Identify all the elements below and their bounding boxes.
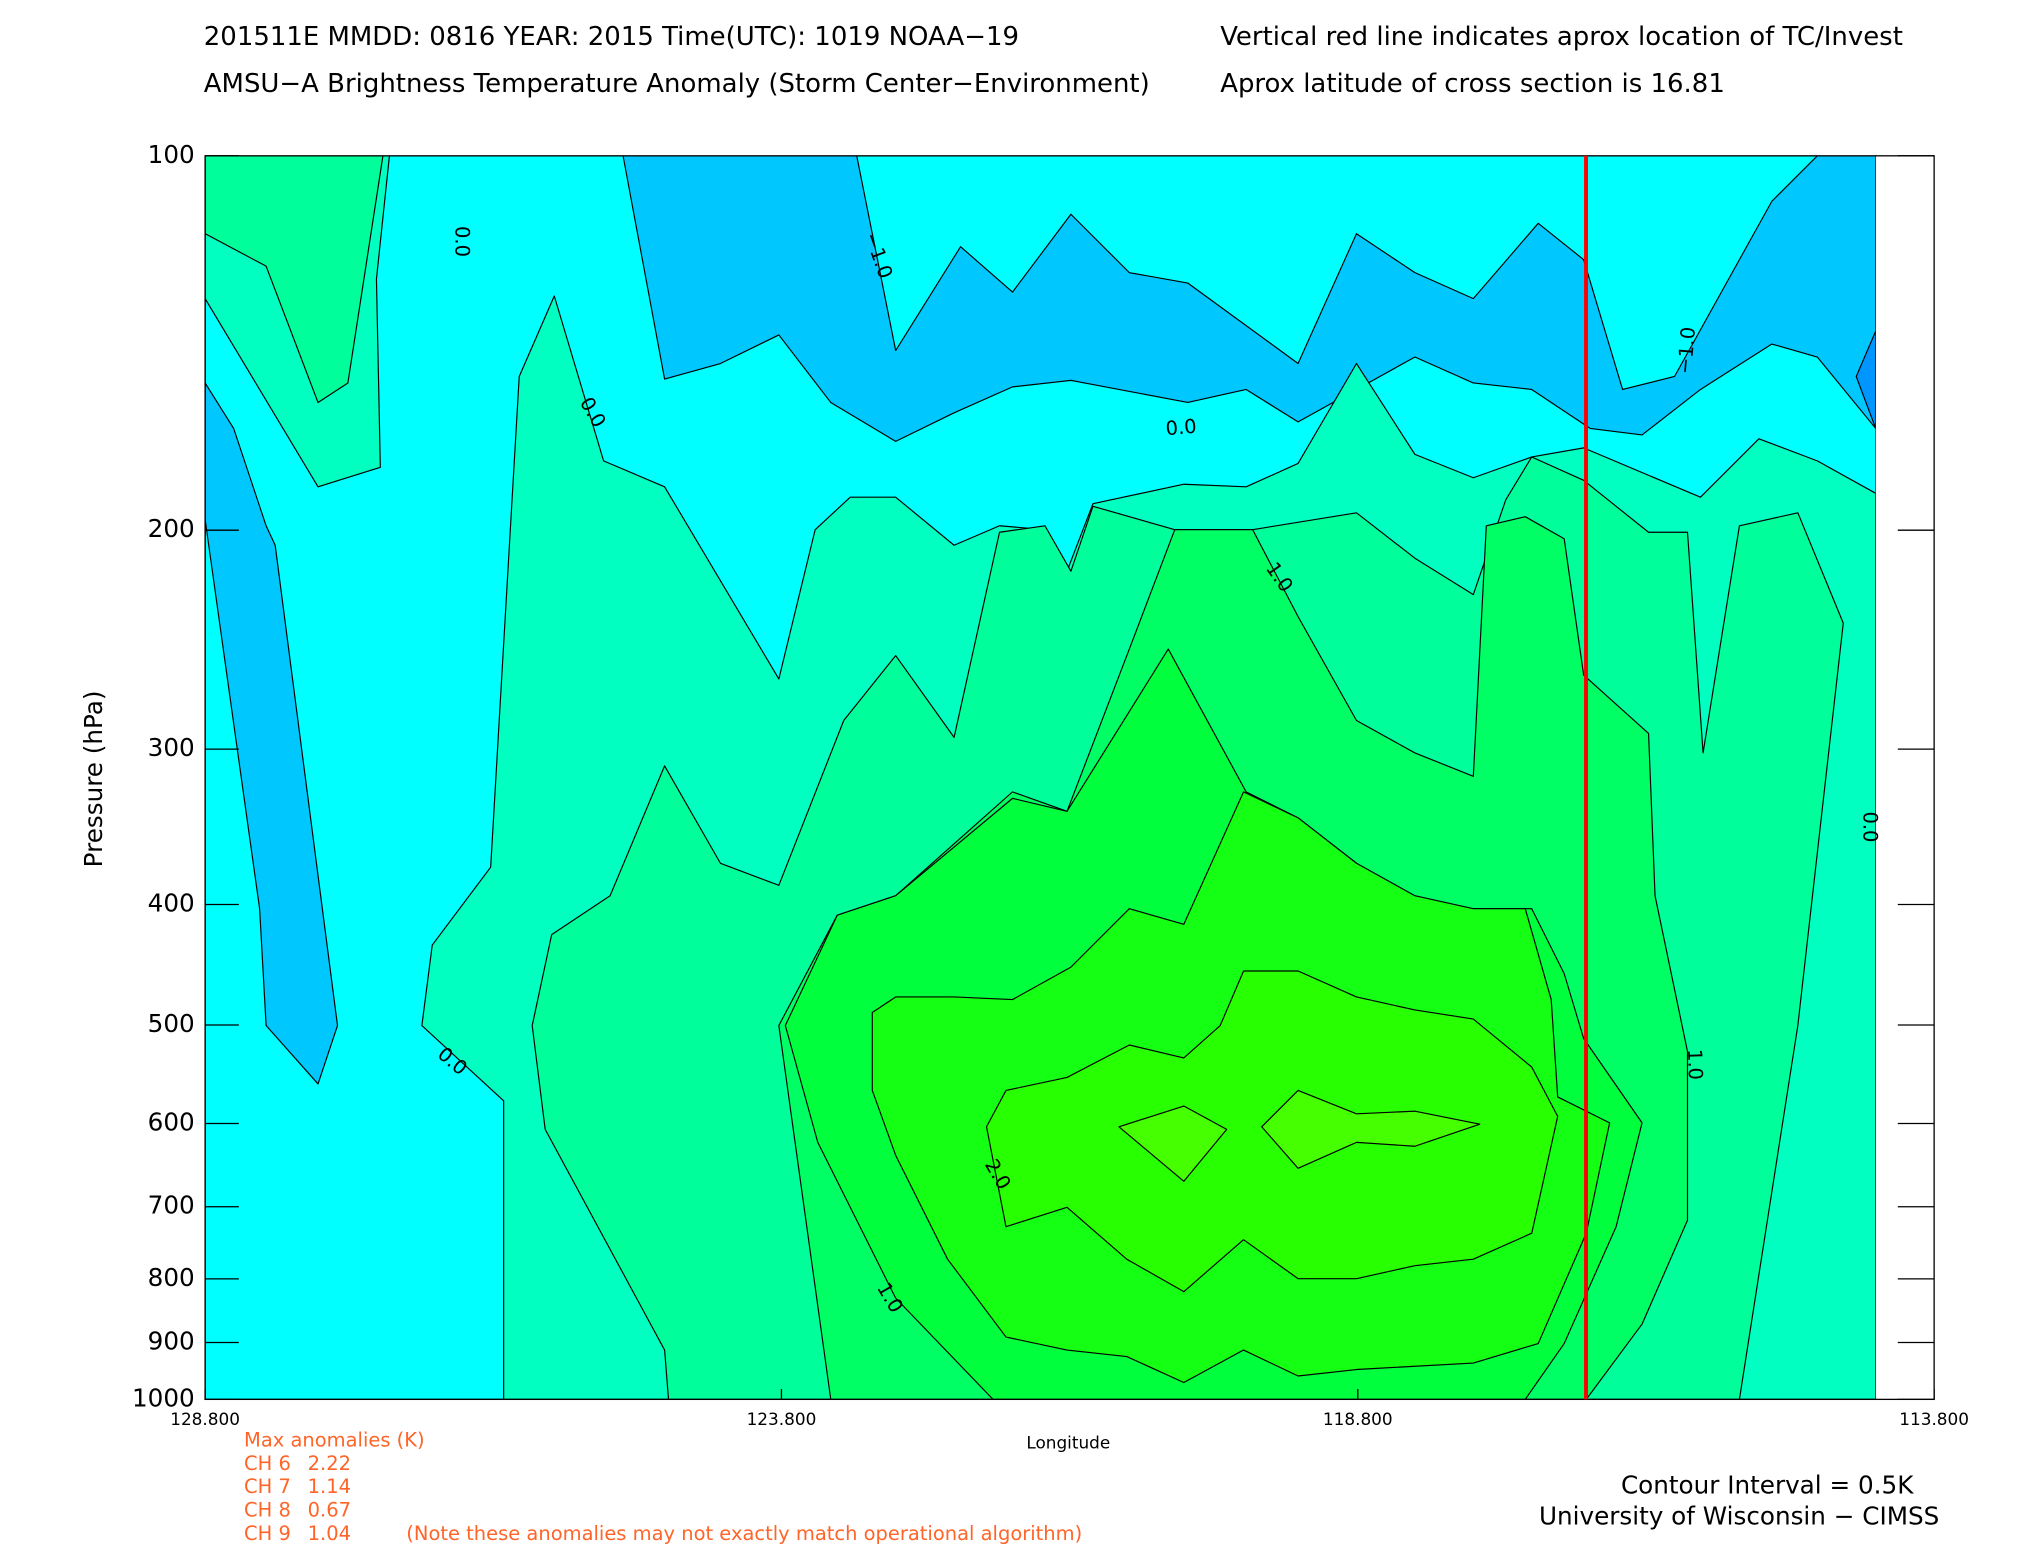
channel-value: 1.04 bbox=[308, 1522, 351, 1545]
footer-line: University of Wisconsin − CIMSS bbox=[1539, 1502, 1939, 1531]
contour-region bbox=[205, 155, 384, 404]
channel-value: 0.67 bbox=[308, 1499, 351, 1522]
y-tick-label: 600 bbox=[148, 1107, 195, 1136]
y-tick-label: 700 bbox=[148, 1191, 195, 1220]
anomalies-note: (Note these anomalies may not exactly ma… bbox=[406, 1522, 1082, 1545]
contour-label: 0.0 bbox=[1859, 811, 1882, 842]
channel-name: CH 8 bbox=[244, 1499, 291, 1522]
channel-name: CH 9 bbox=[244, 1522, 291, 1545]
contour-region bbox=[1118, 1105, 1228, 1182]
x-tick-label: 113.800 bbox=[1899, 1409, 1969, 1429]
x-tick-label: 128.800 bbox=[170, 1409, 240, 1429]
y-axis-label: Pressure (hPa) bbox=[79, 690, 108, 867]
channel-name: CH 7 bbox=[244, 1475, 291, 1498]
contour-region bbox=[1261, 1089, 1481, 1169]
y-tick-label: 800 bbox=[148, 1263, 195, 1292]
contour-region bbox=[205, 382, 339, 1085]
note-line: Aprox latitude of cross section is 16.81 bbox=[1220, 69, 1725, 99]
contour-region bbox=[1855, 330, 1876, 429]
title-line: 201511E MMDD: 0816 YEAR: 2015 Time(UTC):… bbox=[204, 22, 1019, 52]
x-tick-label: 123.800 bbox=[747, 1409, 817, 1429]
footer-line: Contour Interval = 0.5K bbox=[1621, 1470, 1914, 1499]
channel-value: 2.22 bbox=[308, 1452, 351, 1475]
y-tick-label: 500 bbox=[148, 1009, 195, 1038]
contour-label: 0.0 bbox=[450, 226, 473, 257]
y-tick-label: 400 bbox=[148, 889, 195, 918]
plot-frame bbox=[204, 155, 1935, 1401]
channel-value: 1.14 bbox=[308, 1475, 351, 1498]
y-tick-label: 300 bbox=[148, 733, 195, 762]
y-tick-label: 200 bbox=[148, 514, 195, 543]
y-tick-label: 900 bbox=[148, 1326, 195, 1355]
x-axis-label: Longitude bbox=[1026, 1433, 1110, 1453]
contour-label: 1.0 bbox=[1683, 1049, 1707, 1081]
max-anomalies-title: Max anomalies (K) bbox=[244, 1428, 425, 1451]
y-tick-label: 100 bbox=[148, 140, 195, 169]
contour-field bbox=[205, 155, 1876, 1400]
title-line: AMSU−A Brightness Temperature Anomaly (S… bbox=[204, 69, 1150, 99]
contour-label: −1.0 bbox=[1673, 326, 1700, 375]
x-tick-label: 118.800 bbox=[1323, 1409, 1393, 1429]
y-tick-label: 1000 bbox=[132, 1383, 195, 1412]
note-line: Vertical red line indicates aprox locati… bbox=[1220, 22, 1903, 52]
channel-name: CH 6 bbox=[244, 1452, 291, 1475]
contour-label: 0.0 bbox=[1165, 415, 1198, 441]
contour-region bbox=[622, 155, 1876, 442]
